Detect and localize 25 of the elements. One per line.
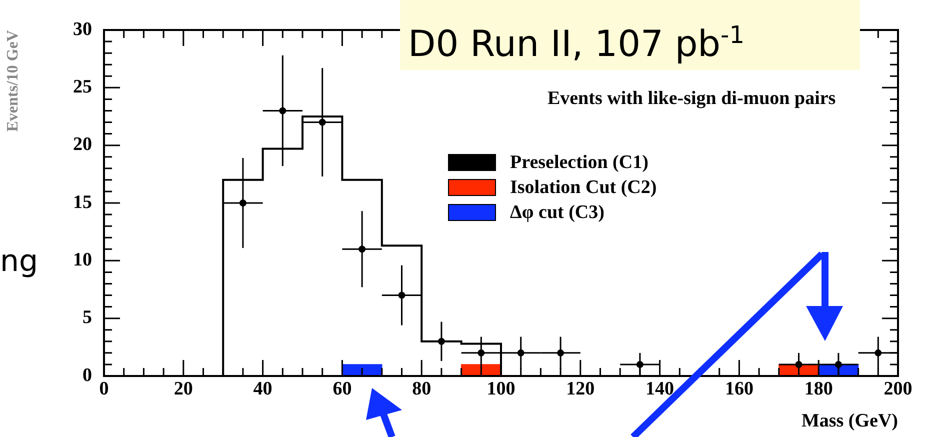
text: Events with like-sign di-muon pairs [547,88,836,110]
x-tick-label: 20 [174,378,193,400]
x-tick-label: 140 [646,378,674,400]
x-tick-label: 80 [412,378,432,400]
y-tick-label: 10 [73,250,92,271]
x-tick-label: 200 [884,378,912,400]
y-tick-label: 20 [73,134,92,156]
legend-label: Preselection (C1) [510,152,648,174]
x-tick-label: 160 [724,378,754,400]
y-axis-title: Events/10 GeV [4,30,22,132]
x-axis-title: Mass (GeV) [801,410,898,432]
text: ng [0,244,38,279]
x-tick-label: 100 [486,378,516,400]
x-tick-label: 60 [332,378,352,400]
x-tick-label: 180 [804,378,833,400]
x-tick-label: 40 [253,378,272,400]
y-tick-label: 30 [73,18,92,40]
x-tick-label: 120 [566,378,595,400]
x-tick-label: 0 [99,378,109,400]
legend-label: Δφ cut (C3) [510,202,604,224]
legend-label: Isolation Cut (C2) [510,176,657,198]
y-tick-label: 25 [73,76,92,98]
y-tick-label: 0 [82,364,92,386]
y-tick-label: 5 [82,307,92,328]
y-tick-label: 15 [73,192,92,213]
